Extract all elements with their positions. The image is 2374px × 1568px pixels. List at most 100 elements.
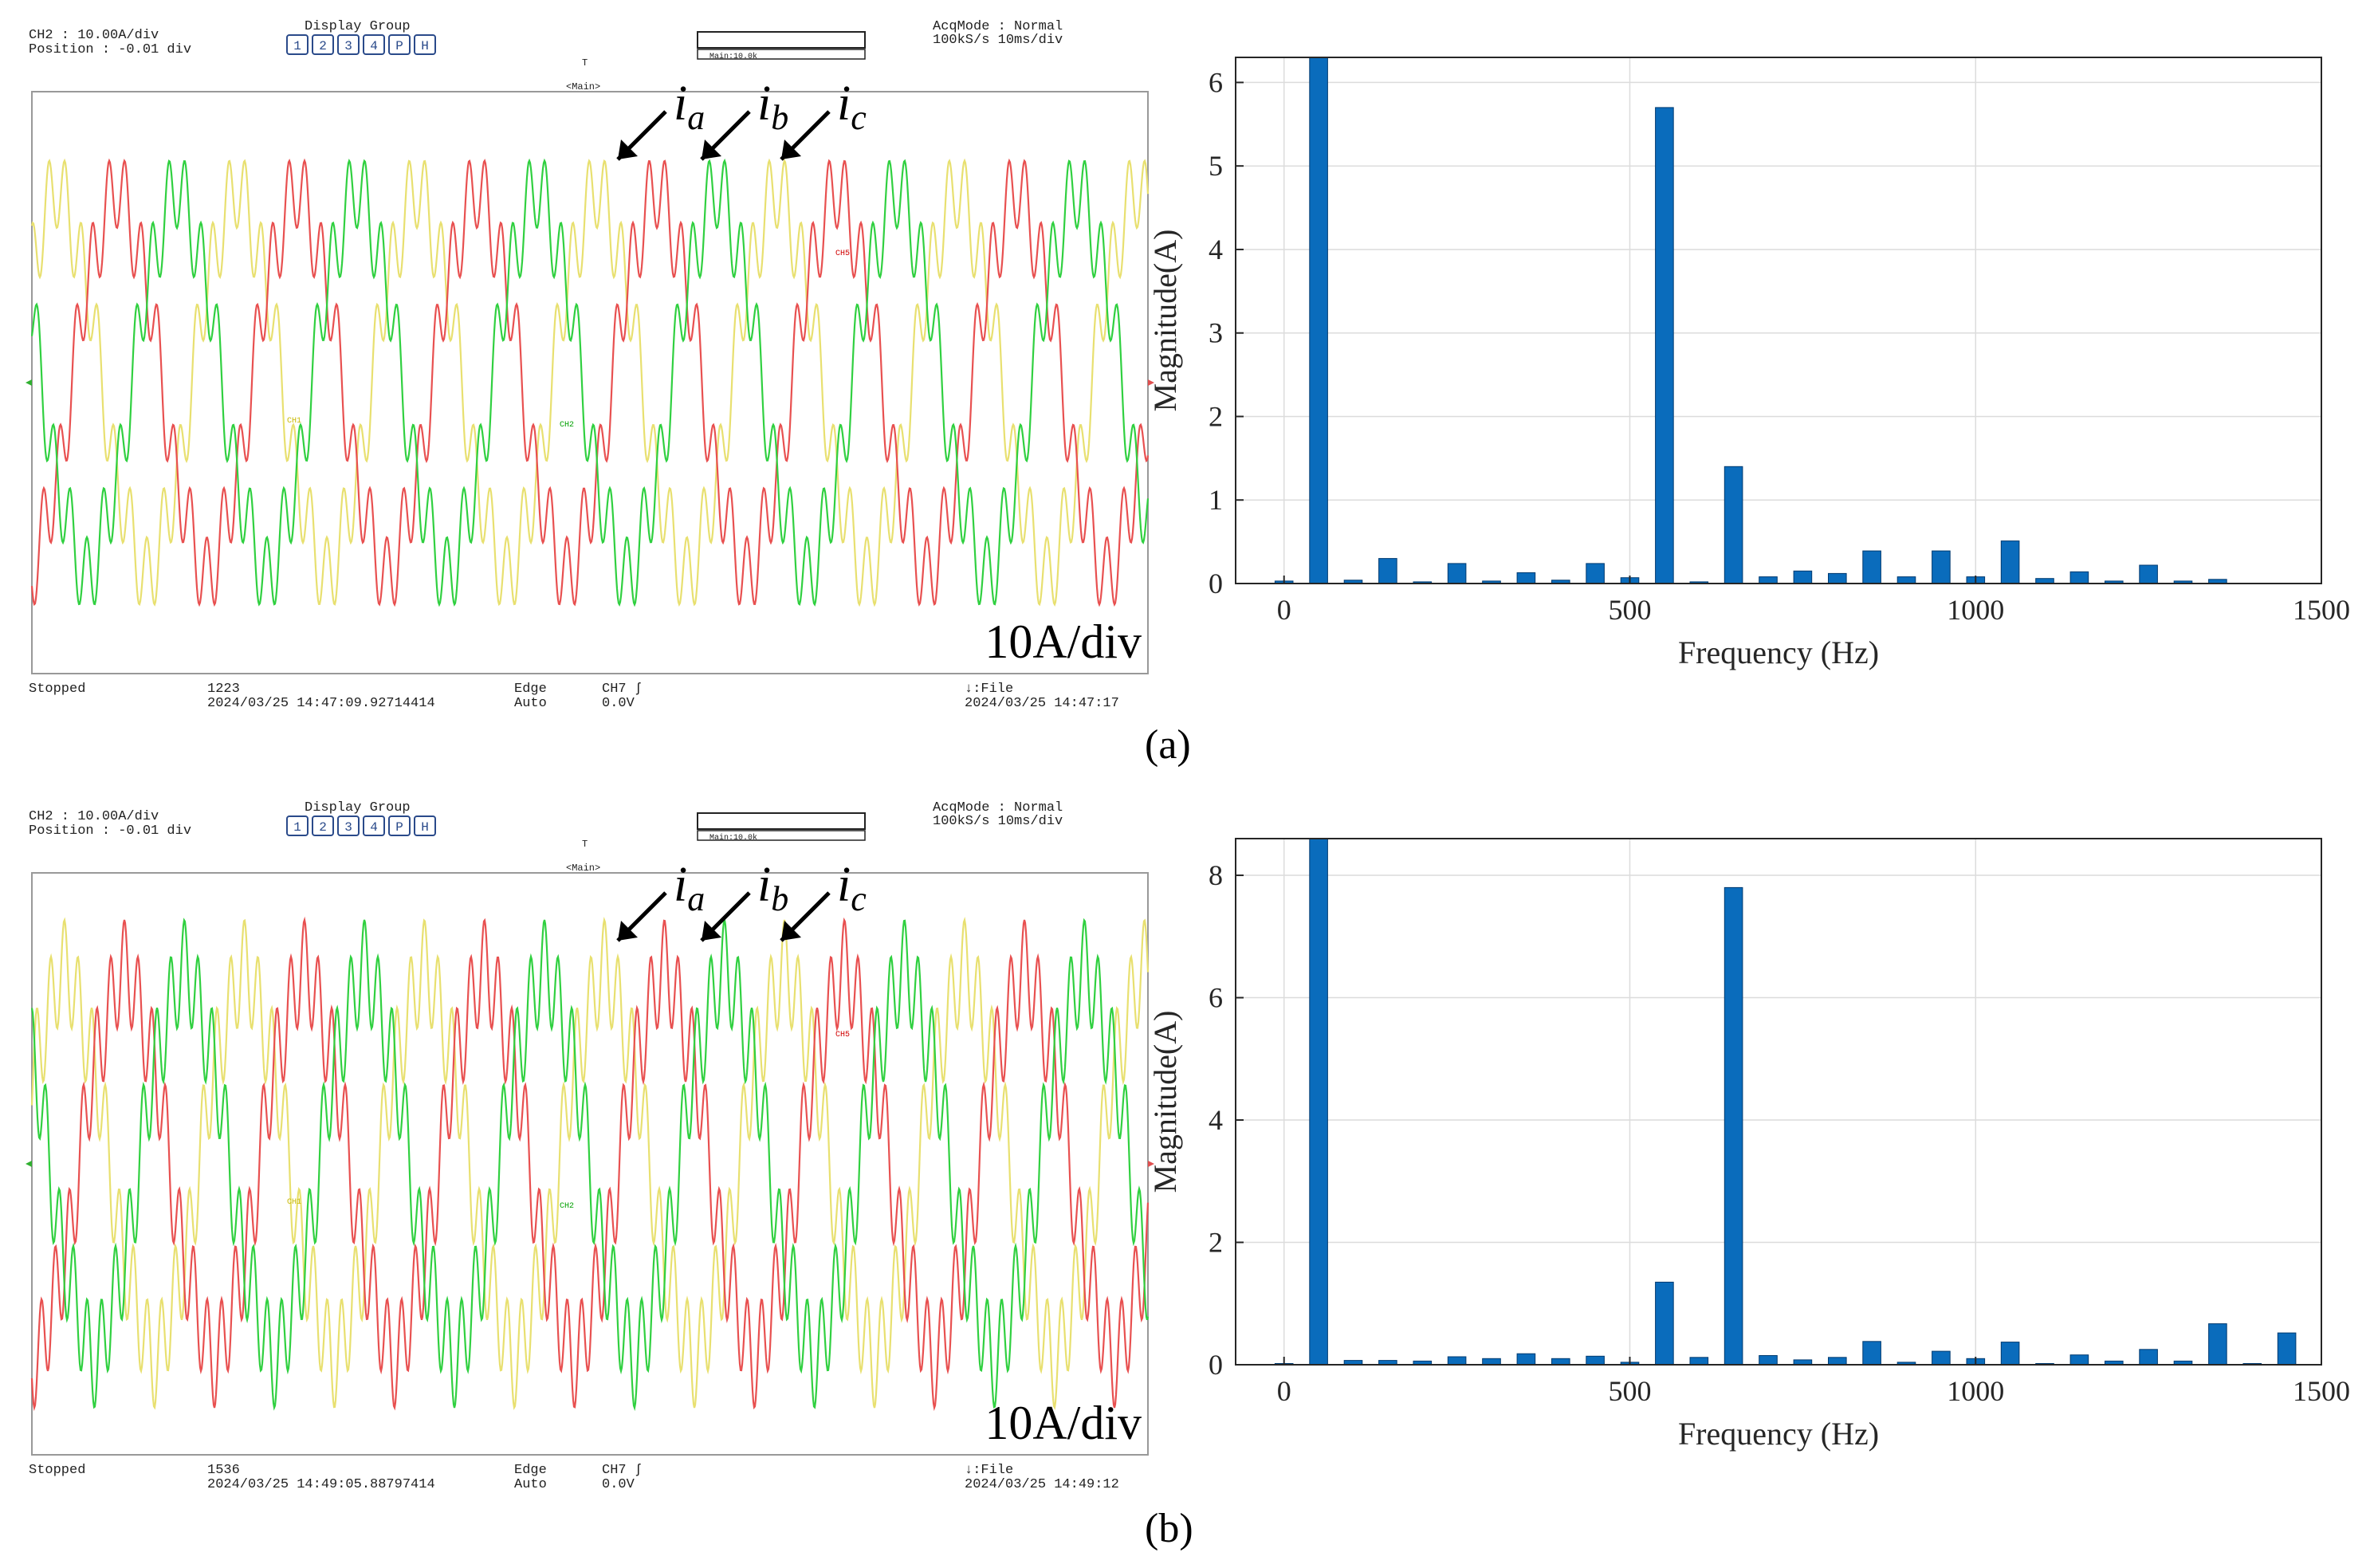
- phase-c-trace: [30, 917, 1150, 1412]
- display-group-button: [414, 815, 436, 836]
- display-group-button: [286, 815, 309, 836]
- fft-bar: [1828, 1357, 1847, 1366]
- scale-annotation: 10A/div: [985, 1397, 1142, 1449]
- y-tick-label: 0: [1209, 1349, 1223, 1381]
- fft-chart-panel-a: 0 500 1000 1500 0 1 2 3 4 5 6 Frequency (Hz) Magnitu…: [1147, 57, 2350, 670]
- trigger-level: 0.0V: [602, 696, 635, 711]
- zoom-box: [697, 812, 866, 830]
- display-group-button-label: P: [395, 39, 403, 53]
- acquisition-status: Stopped: [29, 1463, 85, 1478]
- display-group-button: [388, 34, 411, 55]
- y-tick-label: 6: [1209, 66, 1223, 98]
- position-text: Position : -0.01 div: [29, 42, 191, 57]
- channel-marker-ch1: CH1: [287, 1198, 301, 1207]
- fft-bar: [1793, 570, 1813, 584]
- fft-bar: [1724, 466, 1743, 584]
- y-tick-label: 2: [1209, 400, 1223, 432]
- fft-bar: [2139, 564, 2158, 584]
- display-group-button-label: 2: [319, 820, 327, 835]
- x-axis-label: Frequency (Hz): [1678, 1416, 1879, 1452]
- display-group-button-label: 3: [344, 39, 352, 53]
- channel-marker-ch2: CH2: [560, 421, 574, 430]
- x-tick-label: 500: [1608, 1375, 1651, 1407]
- ground-marker-right: [1148, 379, 1154, 386]
- main-window-label: <Main>: [566, 863, 600, 874]
- trigger-type: Edge: [514, 682, 547, 697]
- phase-label-arrowhead-b: [702, 921, 721, 941]
- trigger-timestamp: 2024/03/25 14:49:05.88797414: [207, 1477, 435, 1492]
- y-axis-label: Magnitude(A): [1147, 230, 1183, 412]
- display-group-button-label: 4: [370, 39, 378, 53]
- fft-bar: [2069, 1354, 2089, 1366]
- fft-chart-panel-b: 0 500 1000 1500 0 2 4 6 8 Frequency (Hz) Magnitude…: [1147, 838, 2350, 1452]
- file-label: ↓:File: [965, 682, 1013, 697]
- display-group-button-label: 1: [293, 820, 301, 835]
- fft-bar: [1516, 1353, 1536, 1366]
- phase-a-trace: [30, 158, 1150, 607]
- phase-label-a: ia: [674, 858, 705, 918]
- fft-bar: [2069, 571, 2089, 584]
- x-tick-label: 1500: [2293, 1375, 2350, 1407]
- y-tick-label: 8: [1209, 859, 1223, 891]
- fft-bar: [1759, 1355, 1778, 1366]
- fft-bar: [2000, 1342, 2020, 1366]
- phase-b-trace: [30, 158, 1150, 607]
- trigger-mode: Auto: [514, 1477, 547, 1492]
- display-group-button-label: H: [421, 820, 429, 835]
- zoom-label: Main:10.0k: [709, 833, 757, 843]
- display-group-button: [312, 34, 334, 55]
- file-timestamp: 2024/03/25 14:47:17: [965, 696, 1119, 711]
- fft-bar: [1759, 576, 1778, 584]
- phase-label-b: ib: [757, 858, 788, 918]
- ground-marker-right: [1148, 1161, 1154, 1167]
- acquisition-count: 1536: [207, 1463, 240, 1478]
- fft-bar: [2139, 1349, 2158, 1366]
- y-tick-label: 5: [1209, 150, 1223, 182]
- x-tick-label: 500: [1608, 594, 1651, 626]
- channel-scale-text: CH2 : 10.00A/div: [29, 809, 159, 824]
- fft-bar: [1516, 572, 1536, 584]
- x-tick-label: 1500: [2293, 594, 2350, 626]
- trigger-source: CH7 ʃ: [602, 1463, 643, 1478]
- display-group-button: [286, 34, 309, 55]
- fft-bar: [1655, 107, 1674, 584]
- zoom-bar: [697, 49, 866, 60]
- trigger-timestamp: 2024/03/25 14:47:09.92714414: [207, 696, 435, 711]
- panel-caption-b: (b): [1145, 1506, 1193, 1551]
- fft-bar: [1378, 558, 1397, 584]
- display-group-button-label: 1: [293, 39, 301, 53]
- fft-bar: [2277, 1332, 2297, 1366]
- channel-marker-ch5: CH5: [835, 1031, 850, 1039]
- fft-bar: [1309, 838, 1328, 1366]
- acq-mode-text: AcqMode : Normal: [933, 800, 1063, 815]
- display-group-button: [363, 34, 385, 55]
- phase-label-arrowhead-a: [618, 921, 638, 941]
- x-tick-label: 0: [1277, 594, 1291, 626]
- phase-b-trace: [30, 916, 1150, 1412]
- plot-area: [1236, 57, 2321, 584]
- trigger-mode: Auto: [514, 696, 547, 711]
- y-axis-label: Magnitude(A): [1147, 1011, 1183, 1193]
- fft-bar: [1482, 1358, 1501, 1366]
- y-tick-label: 6: [1209, 982, 1223, 1014]
- display-group-button-label: 2: [319, 39, 327, 53]
- scale-annotation: 10A/div: [985, 615, 1142, 668]
- display-group-button-label: P: [395, 820, 403, 835]
- y-tick-label: 1: [1209, 484, 1223, 516]
- plot-area: [1236, 839, 2321, 1365]
- phase-label-arrowhead-c: [781, 921, 801, 941]
- y-tick-label: 3: [1209, 317, 1223, 349]
- display-group-button: [337, 34, 360, 55]
- fft-bar: [1862, 550, 1881, 584]
- panel-caption-a: (a): [1145, 722, 1191, 768]
- fft-bar: [2208, 1323, 2227, 1366]
- channel-marker-ch1: CH1: [287, 417, 301, 426]
- channel-marker-ch5: CH5: [835, 250, 850, 258]
- phase-label-arrowhead-c: [781, 140, 801, 159]
- phase-a-trace: [30, 916, 1150, 1411]
- display-group-button: [414, 34, 436, 55]
- display-group-button: [388, 815, 411, 836]
- fft-bar: [2000, 540, 2020, 584]
- channel-scale-text: CH2 : 10.00A/div: [29, 28, 159, 43]
